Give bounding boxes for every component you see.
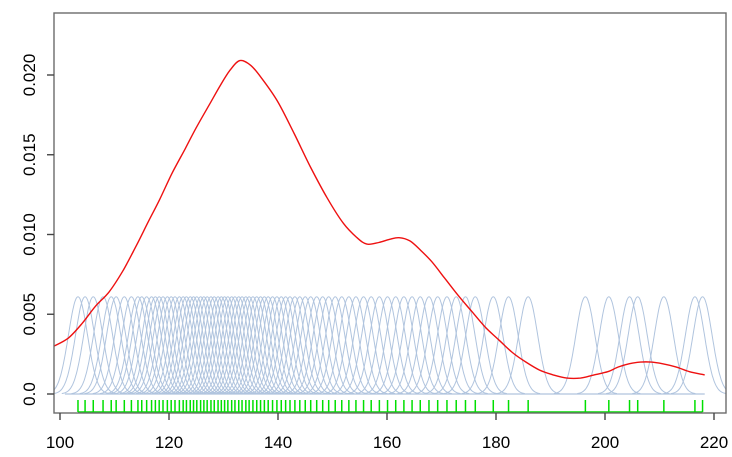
y-tick-label: 0.0 xyxy=(20,382,39,406)
kernel-curve xyxy=(279,296,343,395)
y-tick-label: 0.015 xyxy=(20,133,39,176)
y-tick-label: 0.010 xyxy=(20,213,39,256)
kernel-curve xyxy=(331,296,396,395)
kernel-curve xyxy=(263,296,327,395)
kernel-curve xyxy=(186,296,250,395)
kernel-curve xyxy=(670,296,726,395)
kernel-curve xyxy=(496,296,560,395)
x-tick-label: 160 xyxy=(373,433,401,452)
kernel-curve xyxy=(285,296,349,395)
kernel-curve xyxy=(324,296,388,395)
kernel-curve xyxy=(182,296,246,395)
kernel-curve xyxy=(99,296,164,395)
kernel-curve xyxy=(61,296,125,395)
kernel-curve xyxy=(303,296,367,395)
x-tick-label: 120 xyxy=(155,433,183,452)
kernel-curve xyxy=(663,296,726,395)
x-tick-label: 100 xyxy=(46,433,74,452)
kernel-curve xyxy=(139,296,203,395)
kernel-curve xyxy=(380,296,444,395)
kernel-curve xyxy=(228,296,293,395)
kernel-curve xyxy=(433,296,498,395)
kernel-curve xyxy=(92,296,156,395)
kernel-curve xyxy=(192,296,257,395)
kernel-curve xyxy=(424,296,488,395)
kernel-curve xyxy=(196,296,260,395)
kernel-curve xyxy=(461,296,525,395)
kernel-curve xyxy=(225,296,289,395)
kernel-curve xyxy=(54,296,110,395)
kernel-curve xyxy=(258,296,322,395)
kernel-curve xyxy=(217,296,281,395)
kernel-curve xyxy=(597,296,662,395)
kernel-curve xyxy=(339,296,403,395)
kernel-curve xyxy=(317,296,381,395)
kernel-curve xyxy=(606,296,670,395)
kernel-curve xyxy=(476,296,541,395)
x-tick-label: 200 xyxy=(591,433,619,452)
y-tick-label: 0.020 xyxy=(20,54,39,97)
kernel-curve xyxy=(236,296,300,395)
kernel-curve xyxy=(415,296,479,395)
x-tick-label: 220 xyxy=(700,433,728,452)
kernel-curve xyxy=(207,296,271,395)
kernel-curve xyxy=(135,296,200,395)
kernel-curve xyxy=(214,296,278,395)
kernel-curve xyxy=(143,296,207,395)
x-tick-label: 180 xyxy=(482,433,510,452)
kernel-curve xyxy=(245,296,309,395)
kernel-curve xyxy=(54,296,117,395)
kernel-curve xyxy=(553,296,618,395)
kernel-curve xyxy=(388,296,452,395)
kernel-curve xyxy=(131,296,195,395)
kernel-curve xyxy=(84,296,148,395)
kernel-curve xyxy=(443,296,507,395)
plot-box xyxy=(53,12,727,414)
kernel-curve xyxy=(114,296,179,395)
kernel-curve xyxy=(632,296,696,395)
kernel-curve xyxy=(273,296,337,395)
y-tick-label: 0.005 xyxy=(20,293,39,336)
kernel-curve xyxy=(291,296,355,395)
x-tick-label: 140 xyxy=(264,433,292,452)
kernel-curve xyxy=(577,296,641,395)
kernel-curve xyxy=(200,296,264,395)
kernel-curve xyxy=(79,296,143,395)
kernel-curve xyxy=(397,296,461,395)
kernel-curve xyxy=(347,296,412,395)
kernel-curve xyxy=(240,296,305,395)
kernel-curve xyxy=(71,296,135,395)
kernel-curve xyxy=(189,296,253,395)
kernel-curve xyxy=(406,296,470,395)
kernel-curve xyxy=(232,296,297,395)
kernel-curve xyxy=(297,296,361,395)
kernel-curve xyxy=(310,296,374,395)
kde-density-curve xyxy=(54,59,705,380)
kernel-curve xyxy=(253,296,318,395)
kernel-curve xyxy=(210,296,274,395)
kernel-curve xyxy=(372,296,436,395)
kernel-curves-group xyxy=(54,296,726,395)
